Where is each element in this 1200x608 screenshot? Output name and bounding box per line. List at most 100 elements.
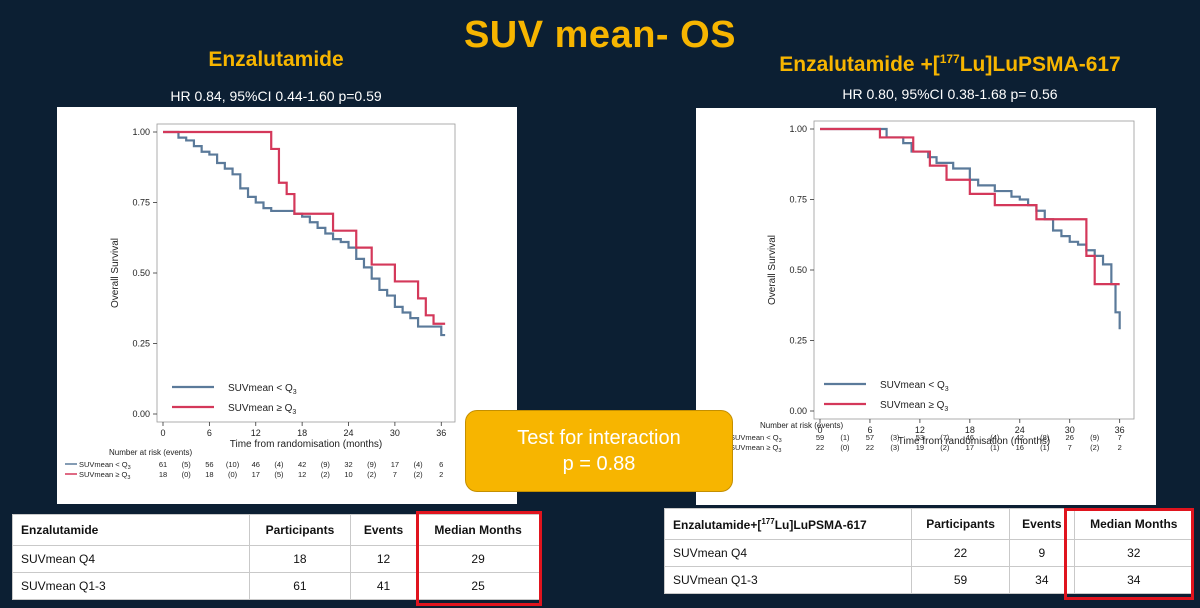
risk-count: 59 <box>816 433 824 442</box>
risk-count: (7) <box>940 433 950 442</box>
right-km-svg: 0.00 0.25 0.50 0.75 1.00 0 6 12 18 24 30 36 Time fro… <box>716 120 1135 454</box>
legend-label: SUVmean < Q3 <box>228 383 297 396</box>
callout-line1: Test for interaction <box>517 427 681 449</box>
risk-table-header: Number at risk (events) <box>109 448 192 457</box>
legend-label-sub: 3 <box>944 406 948 413</box>
right-panel-title-start: Enzalutamide +[ <box>779 53 940 76</box>
y-tick-label: 0.25 <box>789 336 807 346</box>
interaction-test-callout: Test for interaction p = 0.88 <box>465 410 733 492</box>
risk-count: (3) <box>890 433 900 442</box>
col-header: Enzalutamide+[177Lu]LuPSMA-617 <box>664 508 912 540</box>
y-tick-label: 1.00 <box>789 124 807 134</box>
risk-count: 57 <box>866 433 874 442</box>
col-header: Enzalutamide <box>12 514 250 546</box>
x-tick-label: 36 <box>1115 425 1125 435</box>
left-km-plot: 0.00 0.25 0.50 0.75 1.00 0 6 12 18 24 30 36 Time fro… <box>57 107 517 504</box>
survival-curve <box>820 127 1121 330</box>
risk-count: 46 <box>966 433 974 442</box>
y-tick-label: 0.00 <box>132 409 150 419</box>
risk-row-label-sub: 3 <box>127 475 130 481</box>
x-tick-label: 0 <box>160 428 165 438</box>
right-panel-title-end: Lu]LuPSMA-617 <box>959 53 1121 76</box>
risk-count: (2) <box>413 470 423 479</box>
risk-count: 42 <box>298 460 306 469</box>
x-tick-label: 0 <box>817 425 822 435</box>
x-tick-label: 18 <box>297 428 307 438</box>
risk-count: (8) <box>1040 433 1050 442</box>
col-header-start: Enzalutamide+[ <box>673 517 762 532</box>
table-cell: 32 <box>1073 539 1195 567</box>
table-cell: SUVmean Q1-3 <box>664 566 912 594</box>
risk-count: 7 <box>393 470 397 479</box>
risk-row-label: SUVmean ≥ Q3 <box>730 443 781 454</box>
x-tick-label: 24 <box>344 428 354 438</box>
table-cell: 18 <box>249 545 351 573</box>
table-cell: SUVmean Q4 <box>12 545 250 573</box>
y-tick-label: 0.25 <box>132 339 150 349</box>
risk-count: 16 <box>1016 443 1024 452</box>
median-highlight-box-right <box>1064 508 1194 600</box>
legend-label: SUVmean ≥ Q3 <box>880 400 948 413</box>
y-tick-label: 0.75 <box>789 195 807 205</box>
risk-count: 46 <box>252 460 260 469</box>
survival-curve <box>163 130 446 337</box>
risk-count: 7 <box>1118 433 1122 442</box>
table-row: SUVmean Q1-3 59 34 34 <box>664 566 1195 594</box>
risk-count: (2) <box>940 443 950 452</box>
risk-count: 18 <box>159 470 167 479</box>
x-tick-label: 18 <box>965 425 975 435</box>
legend-label: SUVmean < Q3 <box>880 380 949 393</box>
legend-label-sub: 3 <box>945 386 949 393</box>
table-cell: 12 <box>349 545 418 573</box>
risk-row-label-sub: 3 <box>128 465 131 471</box>
risk-count: (2) <box>1090 443 1100 452</box>
y-tick-label: 0.75 <box>132 198 150 208</box>
risk-count: 61 <box>159 460 167 469</box>
risk-count: 22 <box>866 443 874 452</box>
survival-curve <box>163 130 446 325</box>
risk-count: (0) <box>228 470 238 479</box>
risk-count: (4) <box>413 460 423 469</box>
risk-count: (2) <box>367 470 377 479</box>
x-tick-label: 24 <box>1015 425 1025 435</box>
y-axis-label: Overall Survival <box>110 238 121 308</box>
right-panel-title-sup: 177 <box>939 52 960 66</box>
risk-row-label: SUVmean ≥ Q3 <box>79 470 130 481</box>
table-cell: SUVmean Q4 <box>664 539 912 567</box>
y-tick-label: 0.00 <box>789 406 807 416</box>
risk-count: (10) <box>226 460 240 469</box>
risk-count: 17 <box>252 470 260 479</box>
x-tick-label: 30 <box>390 428 400 438</box>
risk-count: 17 <box>391 460 399 469</box>
x-axis-label: Time from randomisation (months) <box>898 436 1050 447</box>
risk-count: 26 <box>1066 433 1074 442</box>
col-header: Participants <box>910 508 1011 540</box>
risk-count: 53 <box>916 433 924 442</box>
risk-count: (4) <box>274 460 284 469</box>
table-cell: 29 <box>416 545 540 573</box>
risk-row-label: SUVmean < Q3 <box>79 460 131 471</box>
x-tick-label: 36 <box>436 428 446 438</box>
risk-count: 2 <box>439 470 443 479</box>
table-row: SUVmean Q4 18 12 29 <box>12 545 540 573</box>
legend-label: SUVmean ≥ Q3 <box>228 403 296 416</box>
risk-count: (0) <box>840 443 850 452</box>
x-tick-label: 12 <box>915 425 925 435</box>
x-axis-label: Time from randomisation (months) <box>230 439 382 450</box>
median-highlight-box-left <box>416 511 542 606</box>
risk-count: 17 <box>966 443 974 452</box>
x-tick-label: 30 <box>1065 425 1075 435</box>
right-results-table: Enzalutamide+[177Lu]LuPSMA-617 Participa… <box>664 508 1195 594</box>
risk-count: (9) <box>321 460 331 469</box>
risk-count: 56 <box>205 460 213 469</box>
col-header-sup: 177 <box>761 516 775 526</box>
risk-count: (5) <box>274 470 284 479</box>
risk-table-header: Number at risk (events) <box>760 421 843 430</box>
risk-count: 10 <box>344 470 352 479</box>
risk-count: 7 <box>1068 443 1072 452</box>
table-cell: 25 <box>416 572 540 600</box>
risk-row-label: SUVmean < Q3 <box>730 433 782 444</box>
plot-frame <box>156 123 456 423</box>
risk-row-label-sub: 3 <box>779 438 782 444</box>
